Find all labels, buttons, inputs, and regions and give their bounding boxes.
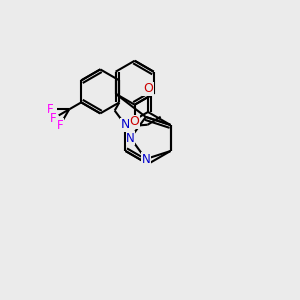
Text: F: F (47, 103, 54, 116)
Text: F: F (50, 112, 56, 125)
Text: F: F (56, 119, 63, 132)
Text: N: N (121, 118, 130, 131)
Text: O: O (143, 82, 153, 95)
Text: N: N (126, 131, 135, 145)
Text: N: N (141, 152, 150, 166)
Text: O: O (130, 115, 140, 128)
